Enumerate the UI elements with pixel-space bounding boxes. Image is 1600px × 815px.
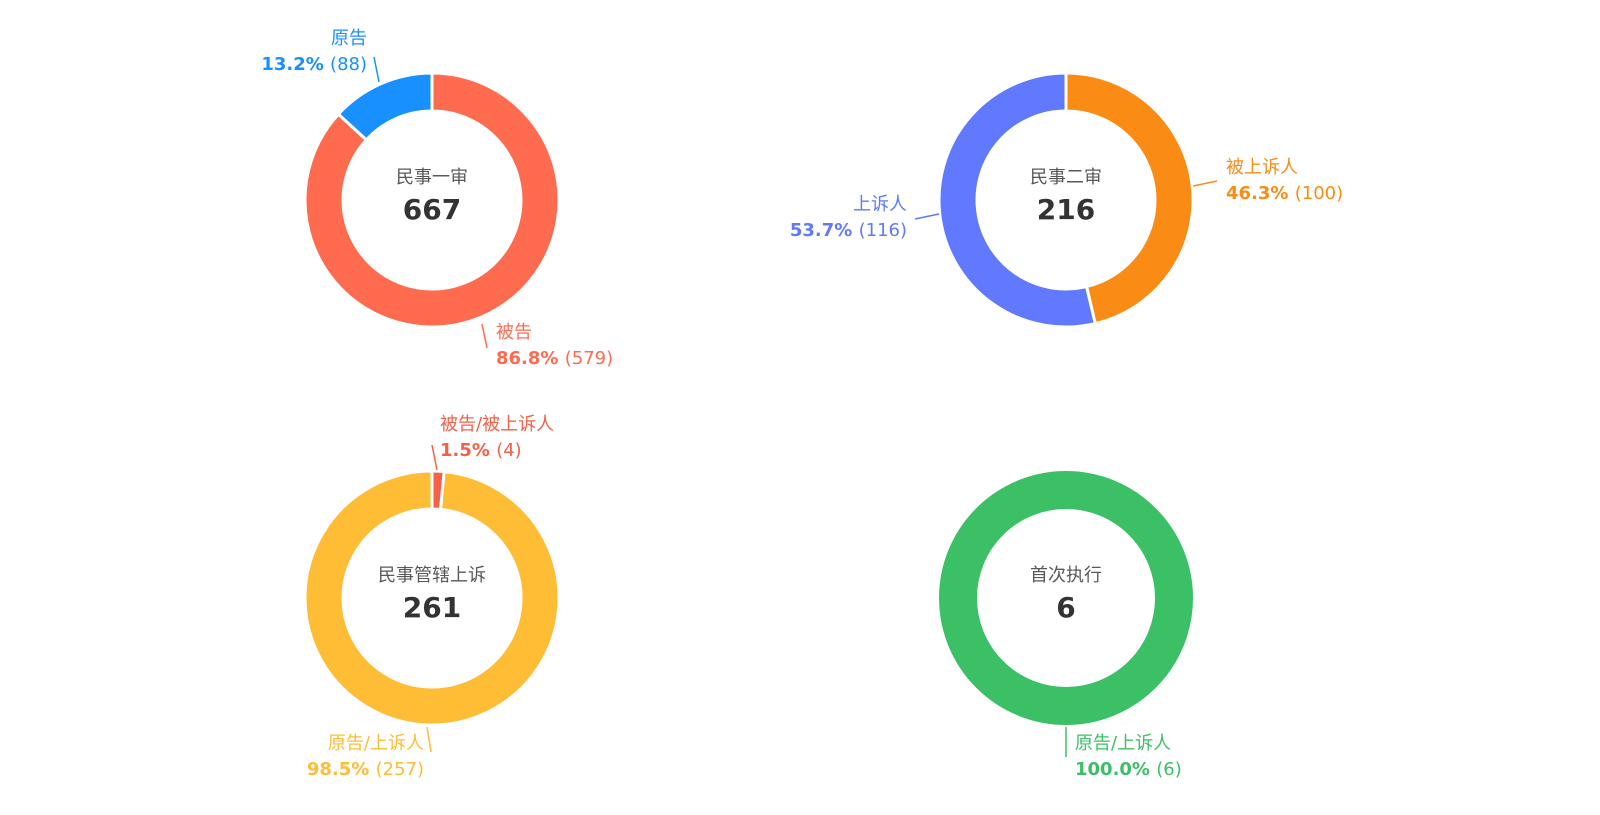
donut-center-title: 首次执行: [1030, 565, 1102, 586]
donut-chart: 被上诉人 46.3% (100) 上诉人 53.7% (116) 民事二审 216: [790, 71, 1343, 329]
slice-value-label: 100.0% (6): [1075, 759, 1182, 780]
slice-value-label: 53.7% (116): [790, 220, 907, 241]
slice-count: (116): [859, 220, 907, 241]
donut-chart: 被告/被上诉人 1.5% (4) 原告/上诉人 98.5% (257) 民事管辖上诉 26…: [303, 414, 561, 780]
label-leader-line: [481, 323, 488, 349]
donut-slice: [1064, 71, 1195, 326]
slice-label: 原告/上诉人: [328, 733, 424, 754]
donut-chart: 原告/上诉人 100.0% (6) 首次执行 6: [939, 471, 1193, 780]
label-leader-line: [373, 56, 380, 83]
slice-label: 被上诉人: [1226, 157, 1298, 178]
slice-value-label: 86.8% (579): [496, 348, 613, 369]
slice-value-label: 46.3% (100): [1226, 183, 1343, 204]
slice-percent: 86.8%: [496, 348, 565, 369]
donut-center-total: 261: [403, 591, 461, 624]
slice-count: (257): [376, 759, 424, 780]
slice-label: 被告: [496, 322, 532, 343]
slice-percent: 13.2%: [261, 54, 330, 75]
slice-count: (4): [496, 440, 522, 461]
slice-value-label: 1.5% (4): [440, 440, 522, 461]
slice-label: 原告/上诉人: [1075, 733, 1171, 754]
label-leader-line: [426, 726, 432, 753]
donut-center-total: 6: [1056, 591, 1075, 624]
slice-count: (100): [1295, 183, 1343, 204]
slice-percent: 100.0%: [1075, 759, 1156, 780]
donut-center-title: 民事一审: [396, 167, 468, 188]
slice-value-label: 98.5% (257): [307, 759, 424, 780]
slice-count: (6): [1156, 759, 1182, 780]
slice-value-label: 13.2% (88): [261, 54, 367, 75]
label-leader-line: [1192, 180, 1218, 187]
slice-percent: 46.3%: [1226, 183, 1295, 204]
slice-label: 上诉人: [853, 194, 907, 215]
donut-slice: [937, 71, 1098, 329]
donut-center-total: 667: [403, 193, 461, 226]
label-leader-line: [431, 444, 438, 471]
donut-slice: [303, 469, 561, 727]
slice-label: 被告/被上诉人: [440, 414, 554, 435]
donut-center-title: 民事二审: [1030, 167, 1102, 188]
slice-percent: 1.5%: [440, 440, 496, 461]
slice-label: 原告: [331, 28, 367, 49]
donut-center-title: 民事管辖上诉: [378, 565, 486, 586]
slice-count: (88): [330, 54, 367, 75]
slice-count: (579): [565, 348, 613, 369]
label-leader-line: [914, 213, 940, 220]
donut-slice: [303, 71, 561, 329]
slice-percent: 98.5%: [307, 759, 376, 780]
donut-center-total: 216: [1037, 193, 1095, 226]
slice-percent: 53.7%: [790, 220, 859, 241]
donut-slice: [336, 71, 434, 142]
donut-slice: [939, 471, 1193, 725]
